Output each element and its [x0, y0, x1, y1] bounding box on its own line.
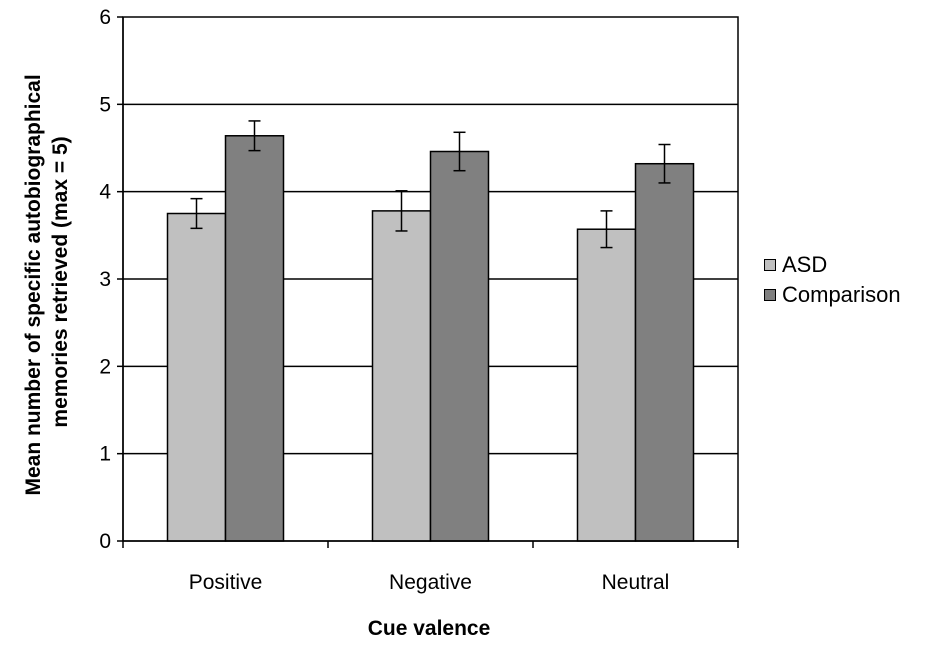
legend-swatch-comparison	[764, 289, 776, 301]
y-tick-label: 1	[99, 443, 111, 466]
legend-label-comparison: Comparison	[782, 282, 901, 307]
error-bars	[190, 120, 671, 249]
y-axis-title-line-2: memories retrieved (max = 5)	[49, 136, 72, 427]
legend-item-comparison: Comparison	[764, 280, 901, 310]
bar	[166, 212, 227, 542]
bar	[634, 162, 695, 542]
x-tick-label: Neutral	[602, 571, 670, 594]
x-tick-label: Negative	[389, 571, 472, 594]
axes	[117, 16, 739, 548]
bar	[371, 210, 432, 542]
bar	[576, 228, 637, 542]
legend-swatch-asd	[764, 259, 776, 271]
x-tick-label: Positive	[189, 571, 263, 594]
y-tick-label: 3	[99, 268, 111, 291]
y-tick-label: 4	[99, 181, 111, 204]
y-axis-title: Mean number of specific autobiographical…	[22, 68, 72, 495]
x-axis-title: Cue valence	[368, 617, 491, 640]
x-tick-labels: Positive Negative Neutral	[189, 571, 670, 594]
y-tick-label: 5	[99, 93, 111, 116]
bars	[166, 135, 695, 542]
bar	[224, 135, 285, 542]
legend-label-asd: ASD	[782, 252, 828, 277]
bar	[429, 150, 490, 542]
legend-item-asd: ASD	[764, 250, 901, 280]
y-tick-label: 0	[99, 530, 111, 553]
y-tick-label: 2	[99, 355, 111, 378]
y-tick-label: 6	[99, 6, 111, 29]
legend: ASD Comparison	[764, 250, 901, 310]
y-tick-labels: 0 1 2 3 4 5 6	[99, 6, 111, 553]
y-axis-title-line-1: Mean number of specific autobiographical	[22, 74, 45, 495]
